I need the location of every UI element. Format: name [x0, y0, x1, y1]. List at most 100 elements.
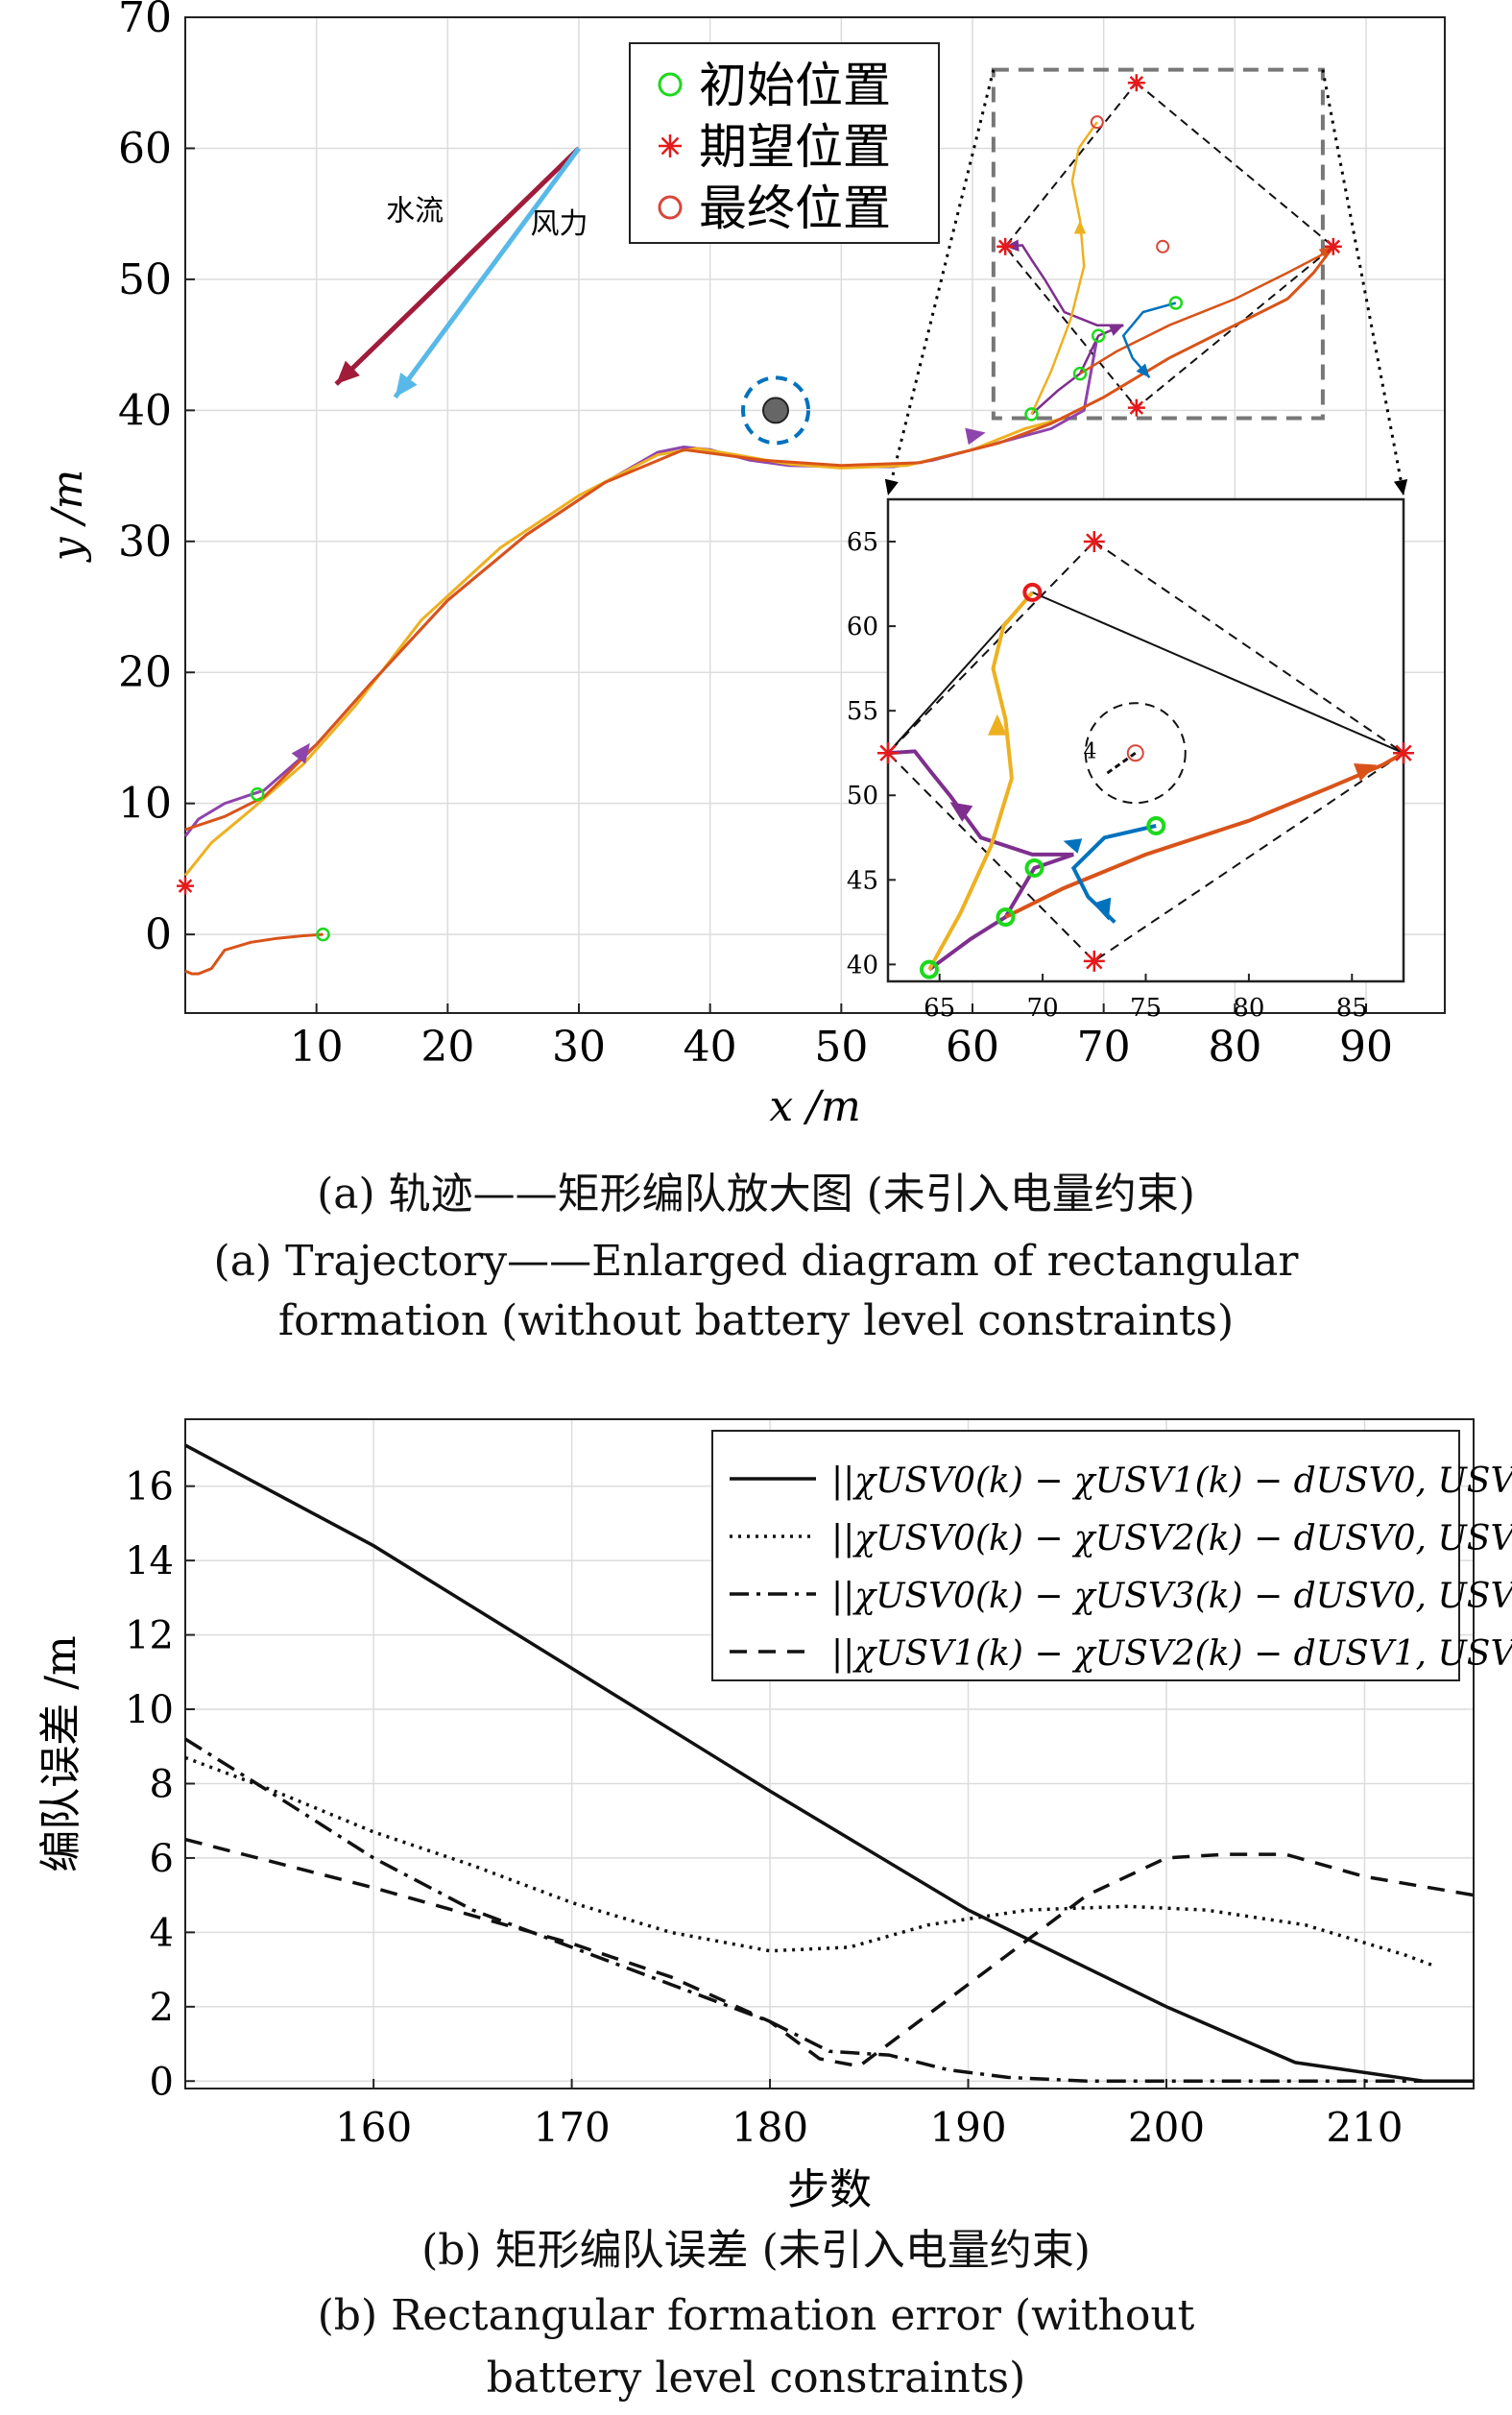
x-tick-label: 190: [929, 2104, 1006, 2151]
force-arrowhead-1: [395, 372, 418, 398]
inset-desired-position-marker: [1083, 531, 1105, 553]
formation-error-chart: 160 170 180 190 200 210 0 2 4 6 8 10 12 14 16 步数 编队误差 /m…: [36, 1418, 1512, 2214]
x-tick-label: 50: [814, 1023, 868, 1072]
legend-marker-1: [659, 134, 682, 157]
inset-desired-position-marker-stroke: [1395, 744, 1412, 761]
x-tick-label: 20: [420, 1023, 474, 1072]
final-position-marker: [1090, 115, 1104, 130]
trajectory-local-arrow-4: [1136, 363, 1150, 378]
desired-position-marker-stroke: [1129, 400, 1144, 415]
x-tick-label: 60: [946, 1023, 999, 1072]
inset-x-tick-label: 75: [1130, 994, 1162, 1023]
legend-marker-2: [658, 195, 683, 220]
y-tick-label: 70: [118, 0, 172, 42]
obstacle-boundary: [741, 375, 810, 446]
legend-label-2: 最终位置: [699, 181, 891, 236]
inset-desired-position-marker-stroke: [879, 744, 897, 761]
zoom-region: [991, 67, 1325, 421]
x-tick-label: 180: [732, 2104, 808, 2151]
desired-position-marker-stroke: [1129, 75, 1144, 90]
y-tick-label: 14: [125, 1539, 174, 1583]
legend-marker-1-stroke: [660, 136, 680, 156]
trajectory-chart: 10 20 30 40 50 60 70 80 90 0 10 20 30 40 50 60 70 x /m y /…: [43, 0, 1446, 1131]
trajectory-local-4: [1121, 302, 1177, 379]
zoom-link-right: [1321, 69, 1405, 495]
error-series-0: [184, 1443, 1474, 2084]
legend-marker-0: [658, 72, 683, 97]
desired-position-marker: [1324, 237, 1342, 255]
legend-label-0: 初始位置: [699, 58, 891, 113]
caption-b-en-line2: battery level constraints): [486, 2354, 1026, 2403]
trajectory-direction-arrow: [965, 427, 986, 446]
inset-final-position-marker: [1022, 582, 1043, 602]
initial-position-marker: [1091, 328, 1106, 343]
caption-b-zh: (b) 矩形编队误差 (未引入电量约束): [421, 2226, 1091, 2275]
annotation-wind: 风力: [531, 207, 588, 241]
desired-position-marker: [177, 877, 194, 895]
inset-direction-arrow: [1354, 762, 1378, 782]
inset-y-tick-label: 60: [847, 613, 878, 641]
x-tick-label: 210: [1326, 2104, 1403, 2151]
caption-a-en-line1: (a) Trajectory——Enlarged diagram of rect…: [213, 1237, 1299, 1286]
initial-position-marker: [1168, 296, 1184, 310]
y-tick-label: 16: [125, 1465, 174, 1509]
inset-desired-position-marker: [1083, 950, 1105, 972]
y-axis-label: 编队误差 /m: [36, 1635, 85, 1872]
trajectory-local-arrow-0: [1108, 325, 1124, 336]
desired-position-marker-stroke: [997, 239, 1013, 254]
legend-box: [711, 1430, 1460, 1681]
inset-desired-position-marker: [877, 742, 899, 764]
inset-radius-line: [1103, 751, 1137, 777]
inset-y-tick-label: 55: [847, 697, 878, 726]
trajectory-2: [184, 932, 324, 976]
inset-desired-position-marker-stroke: [1086, 533, 1103, 550]
inset-desired-position-marker: [1393, 742, 1414, 764]
x-tick-label: 10: [290, 1023, 344, 1072]
final-formation-edge: [1031, 591, 1404, 755]
desired-position-marker: [996, 237, 1015, 255]
caption-a-en-line2: formation (without battery level constra…: [277, 1296, 1235, 1345]
trajectory-direction-arrow: [291, 742, 310, 764]
inset-y-tick-label: 45: [847, 866, 878, 895]
legend: ||χUSV0(k) − χUSV1(k) − dUSV0, USV1|| ||χ…: [711, 1430, 1512, 1681]
x-tick-label: 160: [335, 2104, 412, 2151]
caption-a-zh: (a) 轨迹——矩形编队放大图 (未引入电量约束): [317, 1170, 1195, 1219]
inset-x-tick-label: 65: [924, 994, 955, 1023]
y-tick-label: 6: [150, 1837, 174, 1881]
y-tick-label: 60: [118, 124, 172, 173]
y-tick-label: 12: [125, 1614, 174, 1658]
desired-position-marker-stroke: [1326, 239, 1341, 254]
x-tick-label: 80: [1208, 1023, 1261, 1072]
initial-position-marker: [250, 786, 265, 802]
y-tick-label: 10: [125, 1688, 174, 1732]
initial-position-marker: [316, 927, 330, 942]
annotation-current: 水流: [386, 194, 444, 228]
y-tick-label: 0: [145, 910, 172, 959]
inset-y-tick-label: 40: [847, 951, 878, 979]
zoom-link-left-head: [884, 478, 899, 495]
plot-frame: [184, 1418, 1475, 2089]
legend-label-1: ||χUSV0(k) − χUSV2(k) − dUSV0, USV2||: [831, 1519, 1512, 1558]
desired-position-marker-stroke: [178, 879, 193, 893]
obstacle: [762, 397, 789, 424]
desired-position-marker: [1127, 398, 1145, 417]
y-tick-label: 50: [118, 255, 172, 304]
initial-position-marker: [1024, 407, 1039, 422]
legend-label-1: 期望位置: [699, 119, 891, 175]
force-arrowhead-0: [336, 360, 360, 385]
caption-b-en-line1: (b) Rectangular formation error (without: [317, 2291, 1195, 2340]
legend-label-3: ||χUSV1(k) − χUSV2(k) − dUSV1, USV2||: [831, 1634, 1512, 1674]
inset-direction-arrow: [1092, 897, 1112, 921]
error-series-1: [184, 1755, 1435, 1968]
inset-center-circle: [1084, 702, 1187, 805]
inset-frame: [886, 497, 1405, 983]
y-tick-label: 0: [150, 2060, 174, 2104]
trajectory-local-1: [1005, 244, 1124, 326]
desired-position-marker: [1127, 74, 1145, 92]
inset-x-tick-label: 70: [1027, 994, 1059, 1023]
zoom-link-left: [886, 69, 996, 495]
trajectory-3: [184, 245, 1334, 832]
trajectory-local-2: [1030, 121, 1098, 415]
force-arrow-0: [334, 146, 581, 386]
